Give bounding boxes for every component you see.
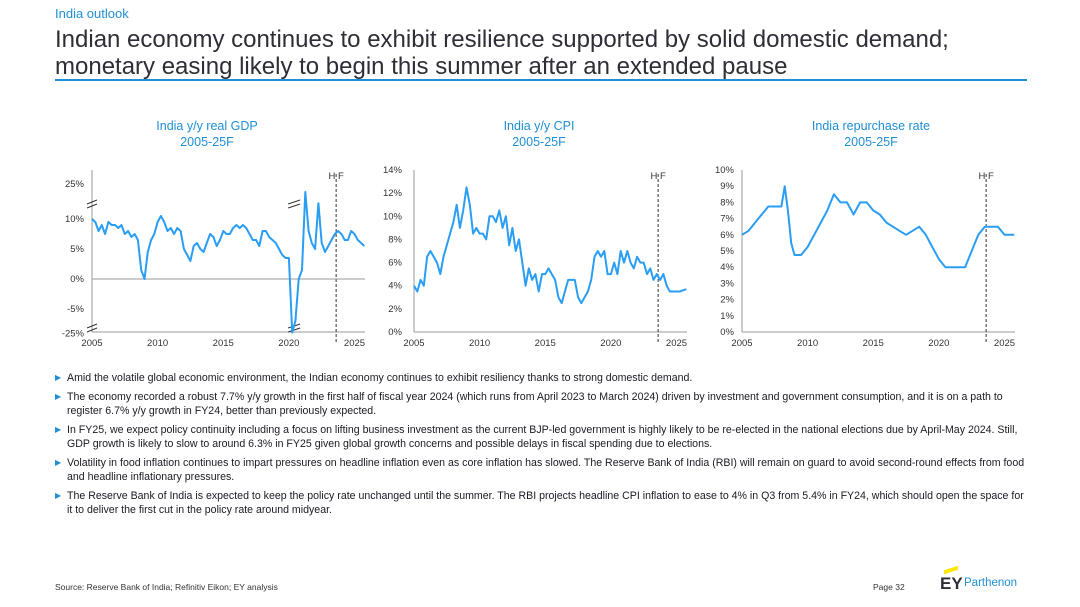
page-title: Indian economy continues to exhibit resi… (55, 26, 1035, 80)
repo-y-tick-label: 1% (720, 311, 734, 322)
chart-1-title: India y/y real GDP (156, 119, 258, 133)
cpi-y-tick-label: 2% (388, 304, 402, 315)
gdp-y-tick-label: 5% (70, 244, 84, 255)
page-title-line-1: Indian economy continues to exhibit resi… (55, 26, 949, 53)
bullet-item: ▶ In FY25, we expect policy continuity in… (55, 423, 1030, 451)
cpi-y-tick-label: 8% (388, 234, 402, 245)
chart-3-heading: India repurchase rate 2005-25F (751, 118, 991, 150)
cpi-y-tick-label: 10% (383, 211, 403, 222)
gdp-y-tick-label: 0% (70, 274, 84, 285)
repo-y-tick-label: 7% (720, 214, 734, 225)
gdp-axis-break-icon (86, 323, 98, 333)
repo-x-tick-label: 2005 (731, 338, 752, 349)
cpi-x-tick-label: 2010 (469, 338, 490, 349)
cpi-forecast-label: H F (650, 171, 666, 182)
gdp-series-break-icon (287, 199, 301, 209)
logo-ey-text: EY (940, 574, 963, 593)
chart-3-title: India repurchase rate (811, 119, 931, 133)
gdp-x-tick-label: 2025 (344, 338, 365, 349)
repo-x-tick-label: 2015 (863, 338, 884, 349)
repo-y-tick-label: 4% (720, 262, 734, 273)
gdp-y-tick-label: -5% (67, 304, 84, 315)
gdp-x-tick-label: 2005 (81, 338, 102, 349)
repo-forecast-label: H F (978, 171, 994, 182)
gdp-x-tick-label: 2015 (213, 338, 234, 349)
gdp-y-tick-label: -25% (62, 329, 85, 340)
repo-y-tick-label: 6% (720, 230, 734, 241)
source-note: Source: Reserve Bank of India; Refinitiv… (55, 582, 278, 592)
cpi-y-tick-label: 14% (383, 165, 403, 176)
cpi-series-line (413, 186, 687, 305)
repo-series-line (741, 185, 1015, 269)
repo-x-tick-label: 2010 (797, 338, 818, 349)
gdp-forecast-label: H F (328, 171, 344, 182)
bullet-text: Volatility in food inflation continues t… (67, 457, 1025, 483)
cpi-x-tick-label: 2025 (666, 338, 687, 349)
bullet-text: Amid the volatile global economic enviro… (67, 372, 693, 384)
repo-y-tick-label: 5% (720, 246, 734, 257)
cpi-y-tick-label: 6% (388, 258, 402, 269)
repo-y-tick-label: 9% (720, 181, 734, 192)
bullet-text: In FY25, we expect policy continuity inc… (67, 424, 1018, 450)
cpi-x-tick-label: 2015 (535, 338, 556, 349)
gdp-x-tick-label: 2020 (278, 338, 299, 349)
chart-2-heading: India y/y CPI 2005-25F (419, 118, 659, 150)
gdp-axis-break-icon (86, 199, 98, 209)
bullet-text: The economy recorded a robust 7.7% y/y g… (67, 391, 1003, 417)
cpi-y-tick-label: 4% (388, 281, 402, 292)
bullet-item: ▶ The economy recorded a robust 7.7% y/y … (55, 390, 1030, 418)
gdp-series-line (91, 191, 365, 334)
repo-y-tick-label: 10% (715, 165, 735, 176)
chart-2-subtitle: 2005-25F (512, 135, 566, 149)
bullet-text: The Reserve Bank of India is expected to… (67, 490, 1024, 516)
cpi-y-tick-label: 12% (383, 188, 403, 199)
gdp-y-tick-label: 10% (65, 214, 85, 225)
chart-1-heading: India y/y real GDP 2005-25F (87, 118, 327, 150)
gdp-y-tick-label: 25% (65, 179, 85, 190)
section-kicker: India outlook (55, 6, 129, 21)
repo-y-tick-label: 3% (720, 278, 734, 289)
repo-x-tick-label: 2020 (928, 338, 949, 349)
ey-parthenon-logo: EY Parthenon (940, 565, 1030, 594)
bullet-item: ▶ The Reserve Bank of India is expected t… (55, 489, 1030, 517)
bullet-arrow-icon: ▶ (55, 425, 62, 434)
repo-rate-chart: 2005 2010 2015 2020 2025 H F 10% 9% 8% 7% 6% 5% 4% 3%… (715, 165, 1015, 349)
gdp-chart: 2005 2010 2015 2020 2025 H F 25% 10% 5% 0% -5% -25% (62, 170, 365, 349)
chart-1-subtitle: 2005-25F (180, 135, 234, 149)
repo-y-tick-label: 2% (720, 295, 734, 306)
bullet-arrow-icon: ▶ (55, 458, 62, 467)
page-title-line-2: monetary easing likely to begin this sum… (55, 53, 788, 80)
gdp-x-tick-label: 2010 (147, 338, 168, 349)
page-number: Page 32 (873, 582, 905, 592)
cpi-y-tick-label: 0% (388, 327, 402, 338)
cpi-x-tick-label: 2020 (600, 338, 621, 349)
bullet-item: ▶ Volatility in food inflation continues … (55, 456, 1030, 484)
repo-y-tick-label: 8% (720, 197, 734, 208)
chart-2-title: India y/y CPI (503, 119, 575, 133)
cpi-chart: 2005 2010 2015 2020 2025 H F 14% 12% 10% 8% 6% 4% 2%… (383, 165, 687, 349)
commentary-bullets: ▶ Amid the volatile global economic envir… (55, 371, 1030, 522)
cpi-x-tick-label: 2005 (403, 338, 424, 349)
logo-parthenon-text: Parthenon (964, 577, 1018, 589)
bullet-arrow-icon: ▶ (55, 392, 62, 401)
bullet-arrow-icon: ▶ (55, 373, 62, 382)
bullet-item: ▶ Amid the volatile global economic envir… (55, 371, 1030, 385)
repo-y-tick-label: 0% (720, 327, 734, 338)
logo-stripe-icon (944, 565, 958, 575)
title-divider (55, 79, 1027, 81)
repo-x-tick-label: 2025 (994, 338, 1015, 349)
bullet-arrow-icon: ▶ (55, 491, 62, 500)
chart-3-subtitle: 2005-25F (844, 135, 898, 149)
